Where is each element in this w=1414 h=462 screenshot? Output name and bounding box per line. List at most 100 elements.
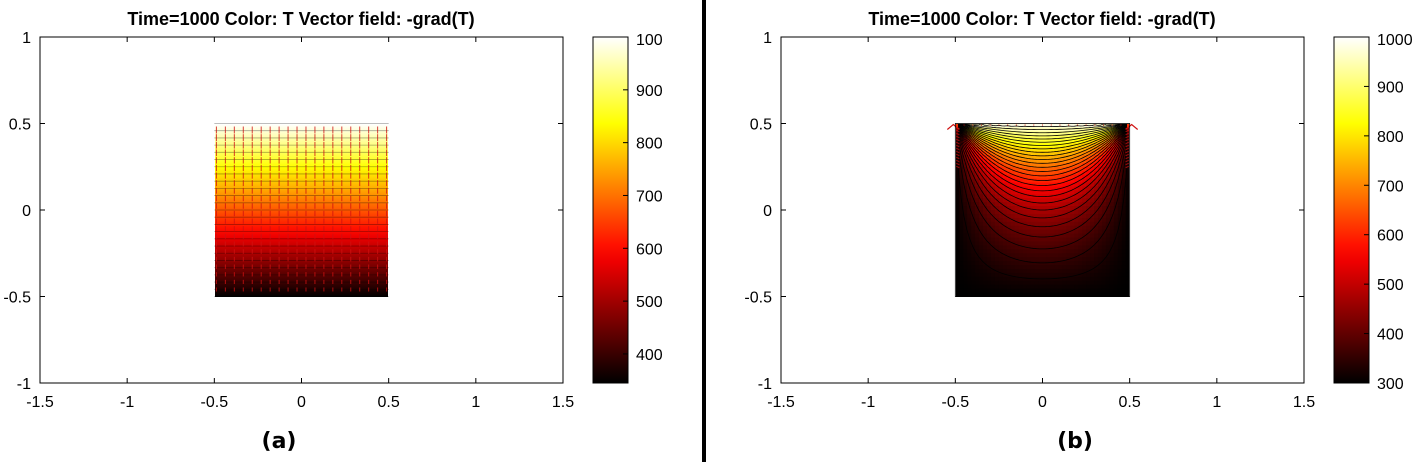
field-cell-b — [1066, 217, 1071, 223]
field-cell-b — [1117, 162, 1123, 168]
field-cell-b — [1090, 162, 1095, 168]
field-cell-b — [1125, 190, 1129, 195]
field-cell-b — [1105, 198, 1111, 203]
field-cell-b — [1097, 265, 1103, 270]
field-cell-b — [1022, 257, 1028, 262]
field-cell-b — [1086, 213, 1091, 219]
field-cell-b — [1109, 225, 1115, 231]
field-cell-b — [1006, 135, 1012, 140]
field-cell-b — [1070, 151, 1075, 156]
field-cell-b — [956, 261, 960, 266]
field-cell-b — [1038, 206, 1044, 211]
field-cell-b — [994, 151, 1000, 156]
field-cell-b — [959, 225, 964, 231]
field-cell-b — [1090, 284, 1095, 290]
field-cell-b — [1002, 217, 1008, 223]
field-cell-b — [1109, 174, 1115, 180]
vector-arrow-b — [1125, 157, 1129, 159]
field-cell-b — [1097, 135, 1103, 140]
field-cell-b — [1086, 158, 1091, 164]
field-cell-b — [994, 135, 1000, 140]
field-cell-b — [1101, 292, 1107, 297]
field-cell-b — [1101, 154, 1107, 160]
field-cell-b — [1018, 265, 1024, 270]
field-cell-b — [994, 225, 1000, 231]
field-cell-b — [1105, 135, 1111, 140]
field-cell-b — [1018, 198, 1024, 203]
field-cell-b — [1034, 288, 1040, 294]
field-cell-b — [1097, 131, 1103, 136]
field-cell-b — [1066, 268, 1071, 274]
field-cell-b — [1062, 178, 1067, 184]
field-cell-b — [975, 245, 980, 250]
field-cell-b — [1121, 272, 1127, 278]
field-cell-b — [979, 268, 984, 274]
field-cell-b — [1042, 288, 1048, 294]
field-cell-b — [1030, 158, 1036, 164]
field-cell-b — [1066, 253, 1071, 258]
field-cell-b — [1006, 233, 1012, 239]
field-cell-b — [1018, 194, 1024, 199]
field-cell-b — [983, 229, 988, 235]
field-cell-b — [1125, 217, 1129, 223]
panel-b: Time=1000 Color: T Vector field: -grad(T… — [744, 9, 1412, 454]
field-cell-b — [998, 284, 1004, 290]
panel-divider — [702, 0, 706, 462]
field-cell-b — [1046, 237, 1052, 243]
field-cell-b — [1026, 221, 1032, 227]
field-cell-b — [1101, 241, 1107, 246]
field-cell-b — [1078, 261, 1083, 266]
field-cell-b — [1014, 272, 1020, 278]
field-cell-b — [998, 221, 1004, 227]
field-cell-b — [963, 151, 968, 156]
field-cell-b — [1042, 124, 1048, 129]
field-cell-b — [1022, 154, 1028, 160]
field-cell-b — [1034, 166, 1040, 172]
field-cell-b — [1078, 233, 1083, 239]
field-cell-b — [983, 186, 988, 191]
field-cell-b — [1042, 284, 1048, 290]
field-cell-b — [1014, 225, 1020, 231]
field-cell-b — [1105, 154, 1111, 160]
field-cell-b — [1002, 292, 1008, 297]
x-tick-label-b: 0.5 — [1119, 394, 1141, 411]
field-cell-b — [1101, 210, 1107, 215]
field-cell-b — [1125, 210, 1129, 215]
field-cell-b — [983, 257, 988, 262]
field-cell-b — [1086, 154, 1091, 160]
field-cell-b — [1014, 198, 1020, 203]
field-cell-b — [1121, 245, 1127, 250]
field-cell-b — [975, 174, 980, 180]
field-cell-b — [987, 233, 992, 239]
field-cell-b — [1034, 261, 1040, 266]
field-cell-b — [1042, 213, 1048, 219]
field-cell-b — [1094, 253, 1099, 258]
field-cell-b — [1062, 241, 1067, 246]
field-cell-b — [959, 213, 964, 219]
field-cell-b — [1006, 210, 1012, 215]
field-cell-b — [1086, 210, 1091, 215]
field-cell-b — [1125, 194, 1129, 199]
panel-caption-b: (b) — [1057, 429, 1093, 454]
field-cell-b — [1002, 225, 1008, 231]
field-cell-b — [1094, 288, 1099, 294]
field-cell-b — [1050, 151, 1055, 156]
field-cell-b — [1002, 170, 1008, 176]
field-cell-b — [975, 257, 980, 262]
field-cell-b — [963, 178, 968, 184]
field-cell-b — [1038, 221, 1044, 227]
field-cell-b — [1078, 139, 1083, 144]
field-cell-b — [1062, 221, 1067, 227]
field-cell-b — [1042, 261, 1048, 266]
field-cell-b — [1125, 139, 1129, 144]
field-cell-b — [1026, 170, 1032, 176]
field-cell-b — [1074, 284, 1079, 290]
field-cell-b — [971, 139, 976, 144]
field-cell-b — [971, 162, 976, 168]
field-cell-b — [1066, 162, 1071, 168]
field-cell-b — [998, 174, 1004, 180]
field-cell-b — [979, 174, 984, 180]
field-cell-b — [1117, 249, 1123, 254]
field-cell-b — [1066, 127, 1071, 132]
field-cell-b — [1105, 265, 1111, 270]
